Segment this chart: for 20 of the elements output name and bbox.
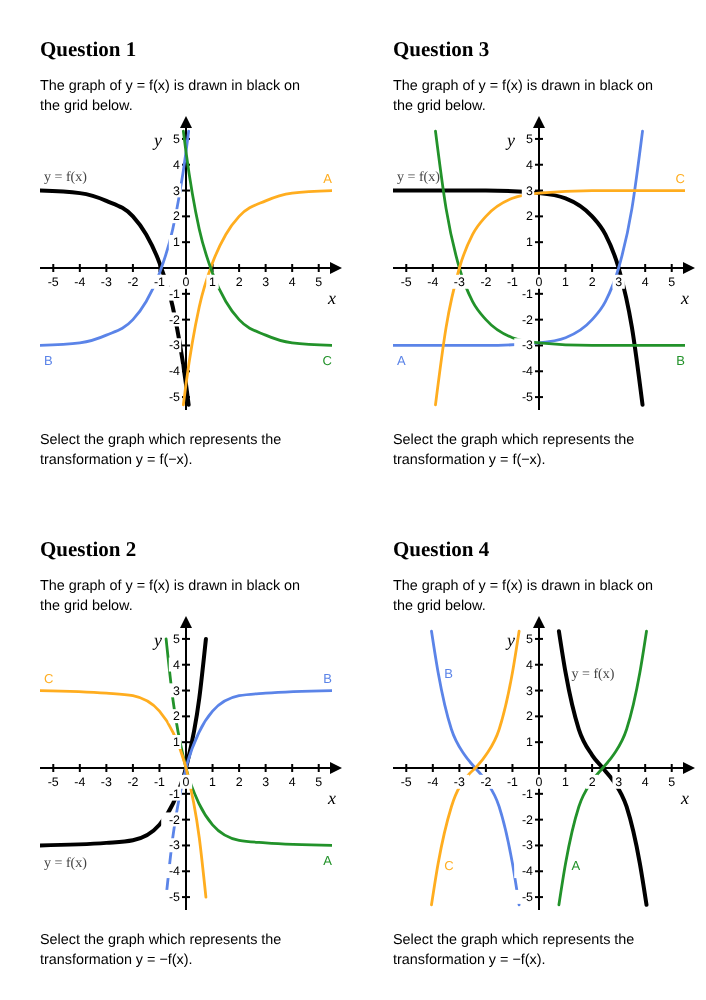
chart-title: Question 2 — [40, 540, 137, 562]
chart-title: Question 3 — [393, 40, 490, 62]
line-series — [164, 637, 332, 847]
y-axis-title: y — [152, 630, 162, 650]
x-axis-title: x — [326, 288, 336, 308]
x-axis-title: x — [326, 788, 336, 808]
y-axis-title: y — [152, 130, 162, 150]
y-axis-title: y — [505, 630, 515, 650]
line-series — [434, 189, 685, 407]
line-series — [40, 689, 208, 899]
chart-title: Question 1 — [40, 40, 137, 62]
line-series — [40, 129, 191, 347]
line-series — [393, 129, 644, 347]
y-axis-title: y — [505, 130, 515, 150]
chart-title: Question 4 — [393, 540, 491, 562]
x-axis-title: x — [679, 288, 689, 308]
line-series — [181, 129, 332, 347]
x-axis-title: x — [679, 788, 689, 808]
line-series — [181, 189, 332, 407]
line-series — [430, 629, 521, 907]
